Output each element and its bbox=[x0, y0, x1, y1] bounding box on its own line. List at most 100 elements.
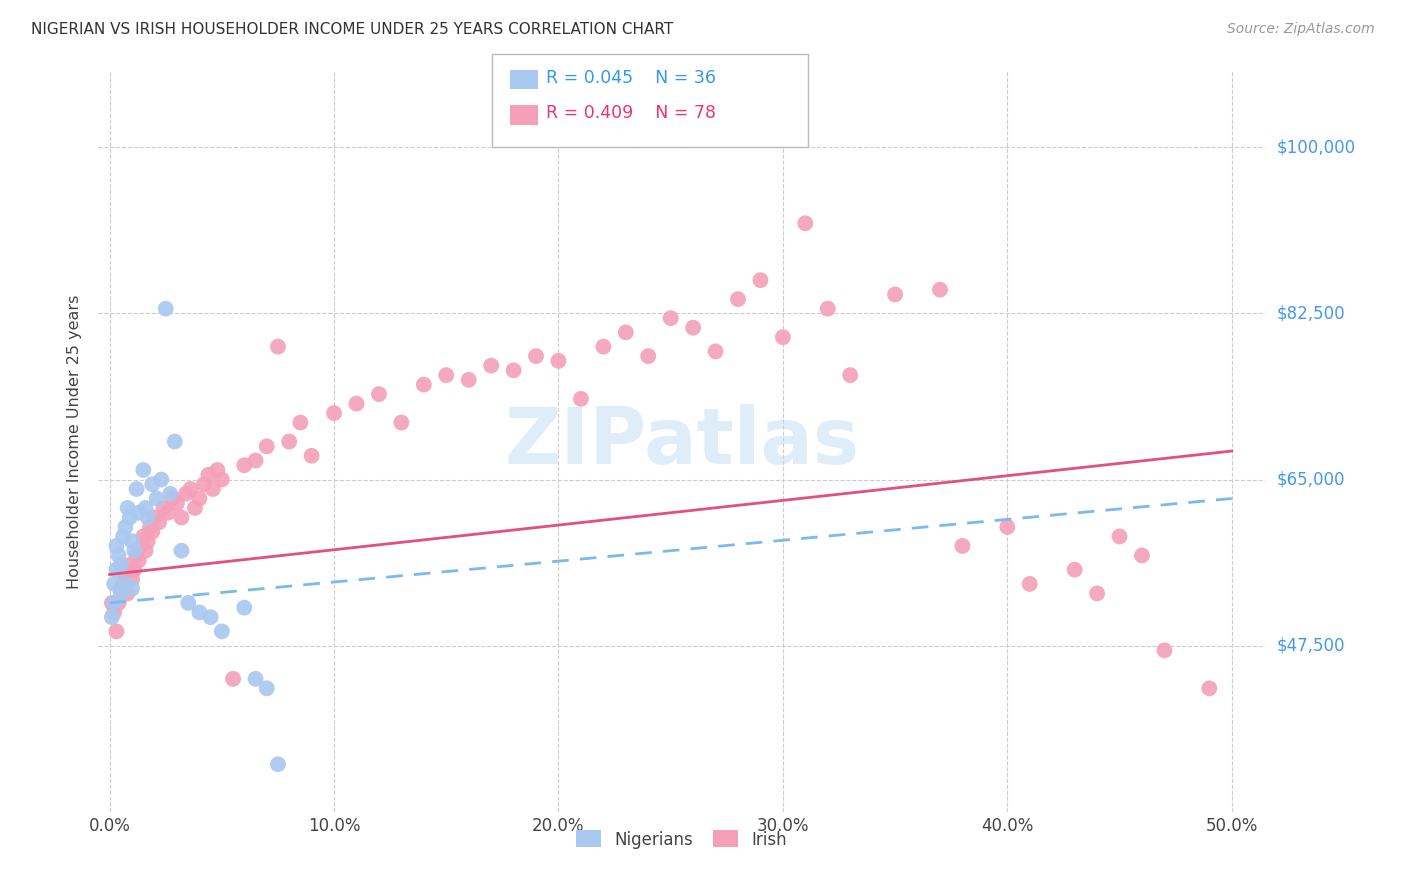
Point bbox=[184, 500, 207, 515]
Point bbox=[135, 500, 157, 515]
Point bbox=[125, 482, 148, 496]
Point bbox=[117, 500, 139, 515]
Point bbox=[105, 624, 128, 639]
Point bbox=[547, 354, 569, 368]
Point bbox=[107, 549, 129, 563]
Point bbox=[201, 482, 224, 496]
Point bbox=[245, 453, 267, 467]
Point bbox=[995, 520, 1018, 534]
Point bbox=[141, 477, 163, 491]
Point bbox=[256, 439, 278, 453]
Point bbox=[139, 520, 162, 534]
Point bbox=[434, 368, 457, 383]
Text: ZIPatlas: ZIPatlas bbox=[505, 403, 859, 480]
Point bbox=[162, 491, 184, 506]
Point bbox=[132, 529, 155, 543]
Point bbox=[682, 320, 704, 334]
Point bbox=[118, 510, 141, 524]
Point bbox=[121, 572, 143, 586]
Point bbox=[170, 543, 193, 558]
Point bbox=[177, 596, 200, 610]
Point bbox=[346, 396, 368, 410]
Point bbox=[502, 363, 524, 377]
Point bbox=[136, 534, 159, 549]
Point bbox=[772, 330, 794, 344]
Point bbox=[592, 340, 614, 354]
Point bbox=[128, 553, 150, 567]
Point bbox=[200, 610, 222, 624]
Point bbox=[884, 287, 907, 301]
Point bbox=[479, 359, 502, 373]
Point bbox=[156, 506, 179, 520]
Point bbox=[952, 539, 974, 553]
Point bbox=[569, 392, 592, 406]
Point bbox=[132, 463, 155, 477]
Point bbox=[614, 326, 637, 340]
Point bbox=[267, 340, 290, 354]
Point bbox=[839, 368, 862, 383]
Point bbox=[301, 449, 323, 463]
Point bbox=[1130, 549, 1153, 563]
Text: $47,500: $47,500 bbox=[1277, 637, 1346, 655]
Point bbox=[155, 301, 177, 316]
Point bbox=[233, 458, 256, 473]
Point bbox=[245, 672, 267, 686]
Point bbox=[368, 387, 391, 401]
Point bbox=[170, 510, 193, 524]
Point bbox=[105, 539, 128, 553]
Point bbox=[110, 586, 132, 600]
Point bbox=[136, 510, 159, 524]
Point bbox=[412, 377, 434, 392]
Point bbox=[103, 606, 125, 620]
Point bbox=[146, 491, 169, 506]
Point bbox=[704, 344, 727, 359]
Point bbox=[152, 500, 174, 515]
Point bbox=[197, 467, 219, 482]
Point bbox=[637, 349, 659, 363]
Point bbox=[233, 600, 256, 615]
Point bbox=[211, 473, 233, 487]
Text: NIGERIAN VS IRISH HOUSEHOLDER INCOME UNDER 25 YEARS CORRELATION CHART: NIGERIAN VS IRISH HOUSEHOLDER INCOME UND… bbox=[31, 22, 673, 37]
Point bbox=[1063, 563, 1085, 577]
Point bbox=[101, 596, 124, 610]
Point bbox=[267, 757, 290, 772]
Text: $100,000: $100,000 bbox=[1277, 138, 1355, 156]
Point bbox=[101, 610, 124, 624]
Point bbox=[103, 596, 125, 610]
Point bbox=[323, 406, 346, 420]
Point bbox=[278, 434, 301, 449]
Point bbox=[163, 434, 186, 449]
Point bbox=[107, 596, 129, 610]
Point bbox=[141, 524, 163, 539]
Point bbox=[135, 543, 157, 558]
Point bbox=[110, 558, 132, 572]
Point bbox=[159, 487, 181, 501]
Point bbox=[457, 373, 479, 387]
Y-axis label: Householder Income Under 25 years: Householder Income Under 25 years bbox=[67, 294, 83, 589]
Point bbox=[114, 520, 136, 534]
Point bbox=[1018, 577, 1040, 591]
Point bbox=[125, 549, 148, 563]
Point bbox=[148, 515, 170, 529]
Point bbox=[117, 586, 139, 600]
Point bbox=[1153, 643, 1175, 657]
Point bbox=[193, 477, 215, 491]
Point bbox=[211, 624, 233, 639]
Point bbox=[207, 463, 229, 477]
Point bbox=[112, 529, 135, 543]
Point bbox=[817, 301, 839, 316]
Point bbox=[124, 563, 146, 577]
Point bbox=[727, 292, 749, 306]
Point bbox=[112, 577, 135, 591]
Point bbox=[110, 582, 132, 596]
Point bbox=[150, 473, 173, 487]
Point bbox=[121, 582, 143, 596]
Point bbox=[114, 567, 136, 582]
Point bbox=[389, 416, 412, 430]
Point bbox=[121, 534, 143, 549]
Point bbox=[124, 543, 146, 558]
Text: R = 0.409    N = 78: R = 0.409 N = 78 bbox=[546, 104, 716, 122]
Point bbox=[1198, 681, 1220, 696]
Text: $65,000: $65,000 bbox=[1277, 470, 1346, 489]
Point bbox=[188, 491, 211, 506]
